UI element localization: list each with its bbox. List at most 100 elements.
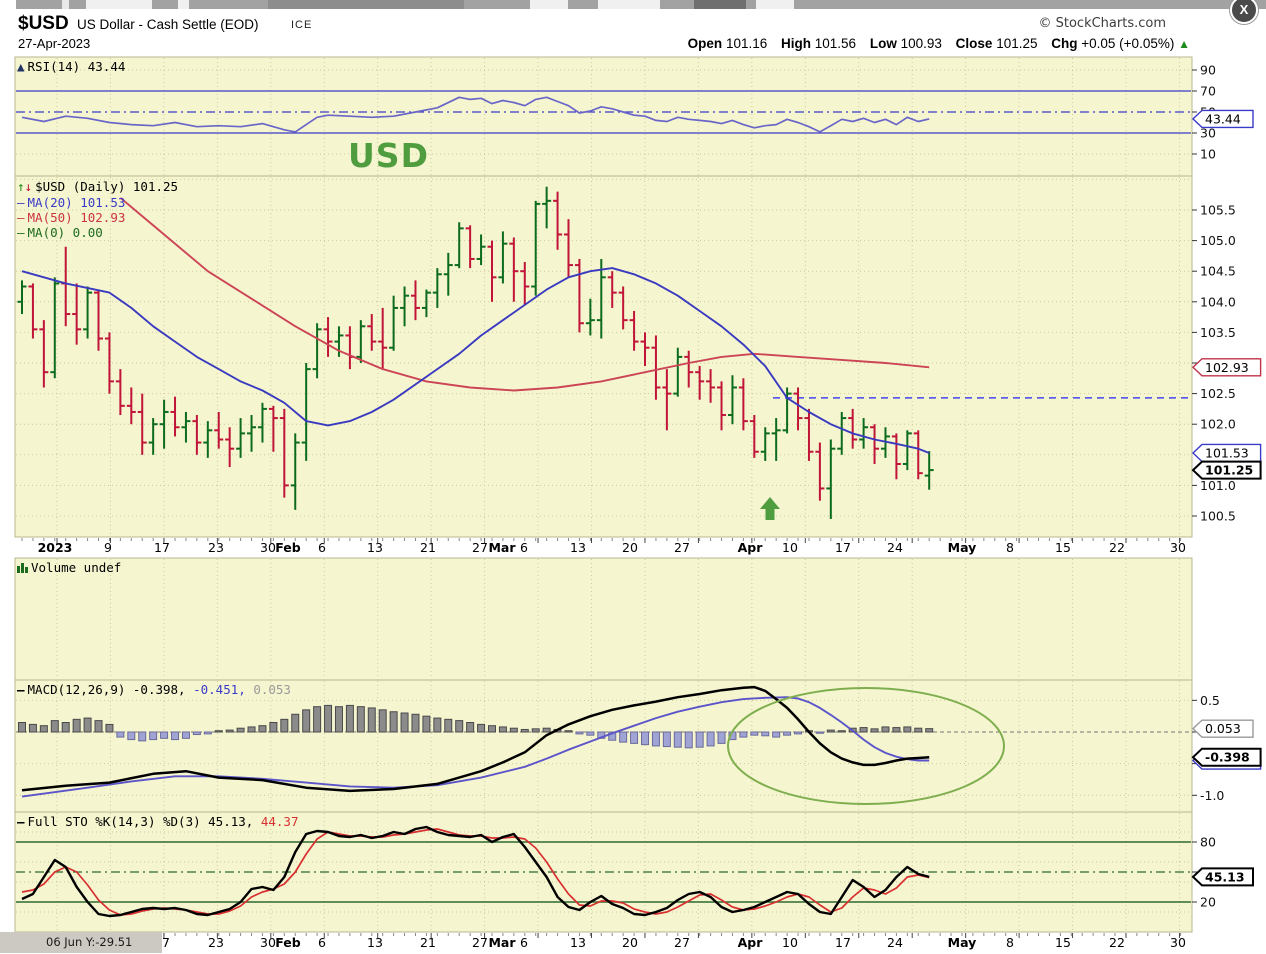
svg-text:70: 70 [1200,84,1216,99]
svg-text:30: 30 [260,540,276,555]
svg-text:2023: 2023 [38,540,73,555]
svg-text:30: 30 [260,935,276,950]
low-value: 100.93 [900,36,942,51]
svg-text:13: 13 [367,540,383,555]
svg-text:20: 20 [622,540,638,555]
svg-text:24: 24 [887,935,903,950]
chrome-fragment [178,0,189,9]
svg-text:101.0: 101.0 [1200,478,1236,493]
svg-text:17: 17 [154,540,170,555]
chrome-fragment [62,0,69,9]
usd-annotation-text: USD [348,136,429,175]
svg-text:45.13: 45.13 [1205,869,1245,884]
chart-date: 27-Apr-2023 [18,36,91,51]
svg-text:22: 22 [1109,935,1125,950]
svg-text:13: 13 [570,540,586,555]
line-swatch-icon: — [17,210,25,225]
svg-text:105.5: 105.5 [1200,203,1236,218]
browser-chrome-strip [0,0,1266,9]
svg-text:101.53: 101.53 [1205,445,1249,460]
sto-legend: — Full STO %K(14,3) %D(3) 45.13, 44.37 [17,814,298,829]
chrome-fragment [756,0,794,9]
chrome-fragment [268,0,464,9]
ma50-legend: — MA(50) 102.93 [17,210,125,225]
rsi-legend: ▲ RSI(14) 43.44 [17,59,125,74]
chrome-fragment [598,0,660,9]
svg-text:Mar: Mar [488,935,516,950]
svg-text:17: 17 [835,540,851,555]
svg-text:May: May [948,540,977,555]
volume-legend: Volume undef [17,560,121,575]
low-label: Low [869,36,897,51]
svg-text:27: 27 [472,540,488,555]
svg-text:23: 23 [208,935,224,950]
close-value: 101.25 [996,36,1038,51]
macd-legend: — MACD(12,26,9) -0.398, -0.451, 0.053 [17,682,291,697]
high-label: High [781,36,811,51]
svg-text:27: 27 [472,935,488,950]
close-label: Close [955,36,993,51]
svg-text:6: 6 [520,540,528,555]
svg-text:Apr: Apr [738,540,764,555]
svg-text:10: 10 [782,540,798,555]
price-legend-title: ↑↓ $USD (Daily) 101.25 [17,179,178,194]
open-value: 101.16 [725,36,768,51]
svg-text:100.5: 100.5 [1200,509,1236,524]
svg-text:27: 27 [674,935,690,950]
svg-text:10: 10 [782,935,798,950]
svg-text:21: 21 [420,540,436,555]
sto-legend-main: Full STO %K(14,3) %D(3) 45.13, [27,814,254,829]
ma20-legend-text: MA(20) 101.53 [27,195,126,210]
svg-text:-0.398: -0.398 [1205,750,1250,765]
svg-text:15: 15 [1055,540,1071,555]
chg-value: +0.05 (+0.05%) [1081,36,1175,51]
svg-text:103.5: 103.5 [1200,325,1236,340]
svg-text:101.25: 101.25 [1205,463,1253,478]
price-title-text: $USD (Daily) 101.25 [35,179,179,194]
svg-text:Feb: Feb [275,935,301,950]
chg-label: Chg [1051,36,1078,51]
svg-text:104.5: 104.5 [1200,264,1236,279]
svg-text:20: 20 [1200,895,1216,910]
volume-bars-icon [17,560,28,575]
ma0-legend: — MA(0) 0.00 [17,225,103,240]
svg-text:23: 23 [208,540,224,555]
svg-text:105.0: 105.0 [1200,233,1236,248]
close-icon[interactable]: X [1230,0,1258,24]
line-swatch-icon: — [17,682,25,697]
macd-hist-value: 0.053 [253,682,291,697]
svg-text:6: 6 [318,540,326,555]
svg-text:6: 6 [520,935,528,950]
svg-text:0.5: 0.5 [1200,693,1220,708]
symbol-description: US Dollar - Cash Settle (EOD) [77,17,259,32]
svg-text:8: 8 [1006,540,1014,555]
svg-text:0.053: 0.053 [1205,721,1241,736]
svg-text:15: 15 [1055,935,1071,950]
svg-text:43.44: 43.44 [1205,111,1241,126]
chrome-fragment [694,0,746,9]
sto-d-value: 44.37 [260,814,299,829]
svg-text:13: 13 [367,935,383,950]
line-swatch-icon: — [17,195,25,210]
ma50-legend-text: MA(50) 102.93 [27,210,126,225]
ohlc-quote-row: Open 101.16 High 101.56 Low 100.93 Close… [688,36,1190,51]
chrome-fragment [86,0,152,9]
ma0-legend-text: MA(0) 0.00 [27,225,103,240]
up-triangle-icon: ▲ [1178,37,1190,51]
rsi-legend-text: RSI(14) 43.44 [27,59,126,74]
svg-text:102.93: 102.93 [1205,360,1249,375]
svg-text:17: 17 [835,935,851,950]
high-value: 101.56 [814,36,857,51]
svg-text:30: 30 [1170,935,1186,950]
svg-text:Apr: Apr [738,935,764,950]
open-label: Open [687,36,723,51]
svg-text:30: 30 [1170,540,1186,555]
macd-legend-main: MACD(12,26,9) -0.398, [27,682,186,697]
svg-text:24: 24 [887,540,903,555]
exchange-label: ICE [291,19,313,31]
svg-text:90: 90 [1200,63,1216,78]
svg-text:102.0: 102.0 [1200,417,1236,432]
area-chart-icon: ▲ [17,59,25,74]
